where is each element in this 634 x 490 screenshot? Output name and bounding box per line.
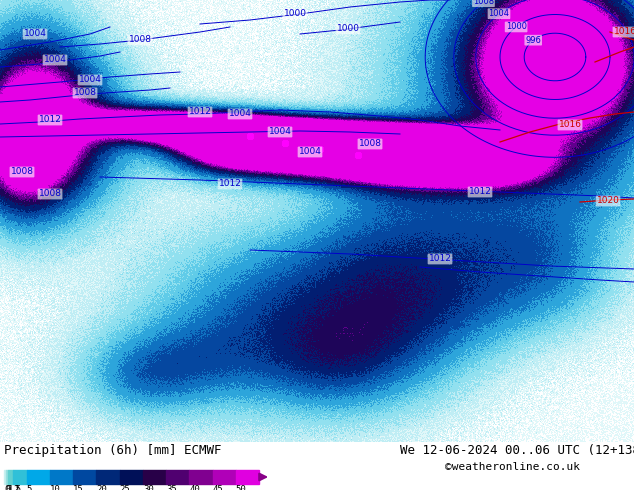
Text: 1004: 1004: [489, 9, 510, 18]
Text: 1004: 1004: [44, 55, 67, 65]
Bar: [166, 470, 190, 484]
Polygon shape: [172, 192, 222, 264]
Text: ©weatheronline.co.uk: ©weatheronline.co.uk: [445, 462, 580, 472]
Bar: [4, 470, 6, 484]
Text: 1008: 1008: [11, 168, 34, 176]
Bar: [120, 470, 143, 484]
Text: 20: 20: [96, 485, 107, 490]
Circle shape: [303, 299, 313, 309]
Bar: [50, 470, 73, 484]
Polygon shape: [0, 102, 90, 182]
Polygon shape: [0, 0, 634, 77]
Text: 1000: 1000: [283, 9, 306, 19]
Polygon shape: [142, 294, 165, 352]
Text: 1004: 1004: [229, 109, 252, 119]
Text: 1: 1: [8, 485, 13, 490]
Circle shape: [309, 291, 321, 303]
Text: 35: 35: [166, 485, 177, 490]
Text: 1016: 1016: [559, 121, 581, 129]
Text: 1020: 1020: [597, 196, 619, 205]
Text: We 12-06-2024 00..06 UTC (12+138: We 12-06-2024 00..06 UTC (12+138: [400, 444, 634, 457]
Bar: [73, 470, 96, 484]
Polygon shape: [0, 0, 300, 72]
Text: Precipitation (6h) [mm] ECMWF: Precipitation (6h) [mm] ECMWF: [4, 444, 221, 457]
Text: 1012: 1012: [188, 107, 211, 117]
Bar: [212, 470, 236, 484]
Text: 50: 50: [236, 485, 247, 490]
Polygon shape: [335, 377, 375, 396]
Text: 1008: 1008: [129, 35, 152, 45]
Text: 1012: 1012: [429, 254, 451, 264]
Text: 45: 45: [212, 485, 223, 490]
Text: 1016: 1016: [614, 27, 634, 36]
Polygon shape: [178, 387, 260, 404]
Text: 1012: 1012: [219, 179, 242, 189]
Bar: [8, 470, 13, 484]
Bar: [96, 470, 120, 484]
Polygon shape: [425, 62, 460, 97]
Polygon shape: [0, 0, 180, 92]
Text: 1004: 1004: [269, 127, 292, 137]
Bar: [190, 470, 212, 484]
Text: 40: 40: [190, 485, 200, 490]
Text: 5: 5: [27, 485, 32, 490]
Text: 30: 30: [143, 485, 153, 490]
Circle shape: [298, 275, 312, 289]
Polygon shape: [0, 0, 370, 54]
Text: 1004: 1004: [23, 29, 46, 39]
Circle shape: [312, 268, 324, 280]
Text: 1004: 1004: [79, 75, 101, 84]
Text: 1008: 1008: [473, 0, 494, 6]
Text: 1008: 1008: [74, 89, 96, 98]
Text: 1000: 1000: [505, 23, 527, 31]
Bar: [236, 470, 259, 484]
Polygon shape: [172, 332, 265, 380]
Text: 1012: 1012: [469, 188, 491, 196]
Text: 1004: 1004: [299, 147, 321, 156]
Text: 1012: 1012: [39, 116, 61, 124]
Bar: [27, 470, 50, 484]
Text: 1000: 1000: [337, 24, 359, 33]
Circle shape: [317, 282, 327, 292]
Polygon shape: [105, 347, 162, 397]
Text: 1008: 1008: [358, 140, 382, 148]
Text: 10: 10: [50, 485, 61, 490]
Polygon shape: [405, 52, 425, 82]
Text: 2: 2: [13, 485, 18, 490]
Polygon shape: [456, 62, 482, 92]
Circle shape: [302, 254, 318, 270]
Bar: [143, 470, 166, 484]
Text: 0.1: 0.1: [4, 485, 20, 490]
Text: 15: 15: [73, 485, 84, 490]
Bar: [6, 470, 8, 484]
Text: 0.5: 0.5: [6, 485, 22, 490]
Text: 1008: 1008: [39, 190, 61, 198]
Text: 25: 25: [120, 485, 131, 490]
Text: 996: 996: [526, 36, 541, 45]
Bar: [13, 470, 27, 484]
Polygon shape: [0, 0, 130, 112]
